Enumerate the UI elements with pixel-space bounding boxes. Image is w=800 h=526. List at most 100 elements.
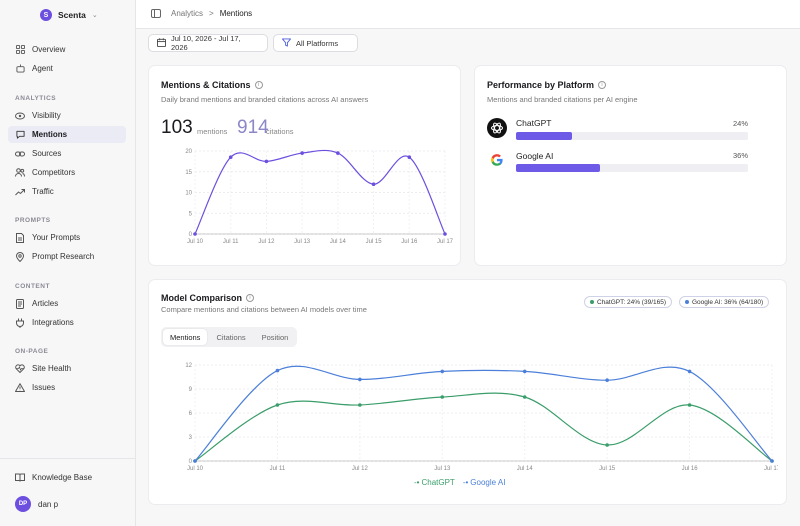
sidebar-item-knowledge-base[interactable]: Knowledge Base (8, 469, 126, 486)
trending-up-icon (15, 187, 25, 197)
data-point[interactable] (687, 403, 692, 407)
series-line-0 (194, 392, 773, 462)
y-tick-label: 9 (189, 387, 193, 393)
chatgpt-logo-icon (487, 118, 507, 138)
data-point[interactable] (193, 232, 197, 236)
info-icon[interactable]: i (254, 81, 263, 89)
x-tick-label: Jul 15 (366, 239, 383, 245)
y-tick-label: 6 (189, 411, 193, 417)
y-tick-label: 0 (189, 232, 193, 238)
data-point[interactable] (605, 378, 609, 382)
sidebar-item-mentions[interactable]: Mentions (8, 126, 126, 143)
date-range-button[interactable]: Jul 10, 2026 - Jul 17, 2026 (148, 34, 268, 52)
info-icon[interactable]: i (246, 294, 255, 302)
data-point[interactable] (300, 151, 304, 155)
legend-label: Google AI (470, 478, 506, 487)
data-point[interactable] (440, 369, 445, 374)
sidebar-item-label: Your Prompts (32, 233, 81, 242)
info-icon[interactable]: i (598, 81, 607, 89)
series-line-1 (194, 365, 773, 462)
data-point[interactable] (687, 369, 692, 374)
sidebar-item-traffic[interactable]: Traffic (8, 183, 126, 200)
sidebar-toggle-icon[interactable] (151, 9, 161, 18)
data-point[interactable] (275, 403, 280, 407)
x-tick-label: Jul 10 (187, 466, 204, 472)
breadcrumb: Analytics > Mentions (171, 9, 252, 18)
data-point[interactable] (275, 368, 280, 373)
sidebar-item-competitors[interactable]: Competitors (8, 164, 126, 181)
y-tick-label: 10 (185, 191, 192, 197)
data-point[interactable] (358, 403, 362, 407)
tab-mentions[interactable]: Mentions (163, 329, 208, 345)
legend-label: ChatGPT (421, 478, 455, 487)
workspace-switcher[interactable]: S Scenta ⌄ (40, 8, 98, 22)
data-point[interactable] (522, 369, 527, 374)
data-point[interactable] (605, 443, 609, 447)
message-icon (15, 130, 25, 140)
tab-citations[interactable]: Citations (216, 332, 246, 342)
sidebar-item-your-prompts[interactable]: Your Prompts (8, 229, 126, 246)
document-icon (15, 298, 25, 309)
data-point[interactable] (770, 459, 774, 463)
tab-position[interactable]: Position (261, 332, 289, 342)
workspace-logo: S (40, 9, 52, 21)
sidebar-item-agent[interactable]: Agent (8, 60, 126, 77)
x-tick-label: Jul 12 (258, 239, 275, 245)
section-label-on-page: ON-PAGE (15, 348, 49, 355)
sidebar-item-label: Issues (32, 383, 56, 392)
sidebar-item-label: Mentions (32, 130, 68, 139)
data-point[interactable] (407, 155, 412, 160)
pin-icon (15, 251, 25, 262)
sidebar-item-articles[interactable]: Articles (8, 295, 126, 312)
sidebar-divider (0, 458, 136, 459)
sidebar-item-visibility[interactable]: Visibility (8, 107, 126, 124)
sidebar-item-overview[interactable]: Overview (8, 41, 126, 58)
data-point[interactable] (440, 395, 445, 399)
data-point[interactable] (522, 395, 527, 399)
x-tick-label: Jul 17 (437, 239, 454, 245)
citations-count: 914 (237, 117, 269, 138)
y-tick-label: 20 (185, 149, 192, 155)
platform-bar-fill (516, 164, 600, 172)
sidebar-item-sources[interactable]: Sources (8, 145, 126, 162)
sidebar-item-site-health[interactable]: Site Health (8, 360, 126, 377)
pill-label: ChatGPT: 24% (39/165) (597, 298, 667, 306)
platform-card-title: Performance by Platform (487, 80, 595, 90)
x-tick-label: Jul 10 (187, 239, 204, 245)
legend-item-google[interactable]: -• Google AI (463, 478, 506, 487)
platform-bar-fill (516, 132, 572, 140)
sidebar-item-prompt-research[interactable]: Prompt Research (8, 248, 126, 265)
y-tick-label: 5 (189, 211, 193, 217)
card-title: Mentions & Citations i (161, 80, 263, 90)
breadcrumb-parent[interactable]: Analytics (171, 9, 204, 18)
x-tick-label: Jul 14 (517, 466, 534, 472)
x-tick-label: Jul 17 (764, 466, 778, 472)
data-point[interactable] (358, 377, 362, 382)
platform-filter-button[interactable]: All Platforms (273, 34, 358, 52)
y-tick-label: 12 (185, 363, 192, 369)
sidebar-item-integrations[interactable]: Integrations (8, 314, 126, 331)
avatar[interactable]: DP (15, 496, 31, 512)
data-point[interactable] (371, 182, 376, 186)
platform-percentage: 36% (732, 151, 748, 160)
data-point[interactable] (443, 232, 447, 236)
data-point[interactable] (264, 159, 269, 164)
legend-item-chatgpt[interactable]: -• ChatGPT (414, 478, 455, 487)
sidebar-item-label: Prompt Research (32, 252, 95, 261)
sidebar-item-issues[interactable]: Issues (8, 379, 126, 396)
user-name[interactable]: dan p (38, 500, 59, 509)
sidebar-item-label: Traffic (32, 187, 54, 196)
sidebar-item-label: Site Health (32, 364, 72, 373)
chatgpt-dot (590, 300, 594, 304)
citations-label: citations (266, 127, 294, 136)
sidebar: S Scenta ⌄ Overview Agent ANALYTICS Visi… (0, 0, 136, 526)
data-point[interactable] (336, 151, 340, 155)
section-label-analytics: ANALYTICS (15, 95, 57, 102)
data-point[interactable] (228, 155, 233, 160)
eye-icon (15, 111, 25, 121)
data-point[interactable] (193, 459, 197, 463)
breadcrumb-separator: > (209, 9, 214, 18)
mentions-label: mentions (197, 127, 228, 136)
card-title: Model Comparison i (161, 293, 255, 303)
x-tick-label: Jul 13 (294, 239, 311, 245)
